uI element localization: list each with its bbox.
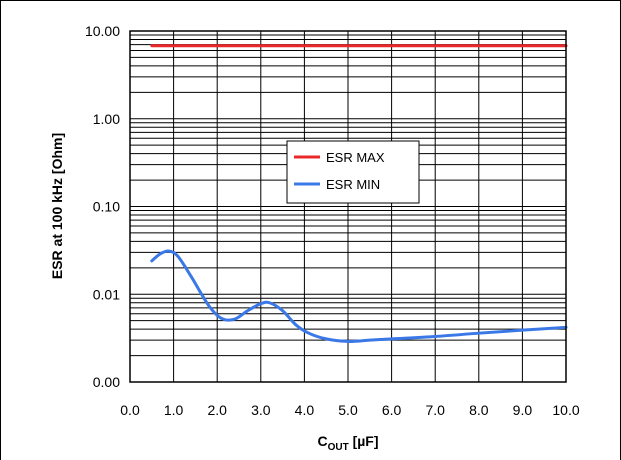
x-tick-label: 5.0	[338, 402, 358, 418]
x-tick-label: 6.0	[382, 402, 402, 418]
frame-border-top	[0, 0, 621, 1]
series-group	[150, 44, 568, 343]
legend-box	[286, 140, 420, 204]
x-tick-label: 9.0	[513, 402, 533, 418]
plot-border	[129, 30, 567, 383]
legend: ESR MAX ESR MIN	[286, 140, 420, 204]
x-axis-title-symbol: C	[317, 433, 327, 449]
x-tick-label: 8.0	[469, 402, 489, 418]
y-axis-title: ESR at 100 kHz [Ohm]	[49, 133, 65, 279]
legend-label-esr-min: ESR MIN	[326, 177, 380, 192]
y-tick-label: 0.10	[93, 199, 120, 215]
x-axis-title: COUT [µF]	[317, 433, 378, 453]
x-tick-labels: 0.0 1.0 2.0 3.0 4.0 5.0 6.0 7.0 8.0 9.0 10.0	[120, 402, 580, 418]
legend-label-esr-max: ESR MAX	[326, 150, 385, 165]
y-tick-labels: 0.00 0.01 0.10 1.00 10.00	[85, 23, 120, 390]
x-axis-title-unit: [µF]	[349, 433, 379, 449]
grid	[130, 31, 566, 382]
frame-border-left	[0, 0, 1, 460]
x-tick-label: 4.0	[295, 402, 315, 418]
y-tick-label: 0.00	[93, 374, 120, 390]
x-tick-label: 7.0	[425, 402, 445, 418]
x-tick-label: 2.0	[207, 402, 227, 418]
y-tick-label: 1.00	[93, 111, 120, 127]
x-tick-label: 0.0	[120, 402, 140, 418]
x-axis-title-subscript: OUT	[328, 442, 349, 453]
x-tick-label: 10.0	[552, 402, 579, 418]
y-tick-label: 10.00	[85, 23, 120, 39]
x-tick-label: 3.0	[251, 402, 271, 418]
x-tick-label: 1.0	[164, 402, 184, 418]
y-tick-label: 0.01	[93, 286, 120, 302]
series-line-esr-min	[150, 249, 568, 343]
